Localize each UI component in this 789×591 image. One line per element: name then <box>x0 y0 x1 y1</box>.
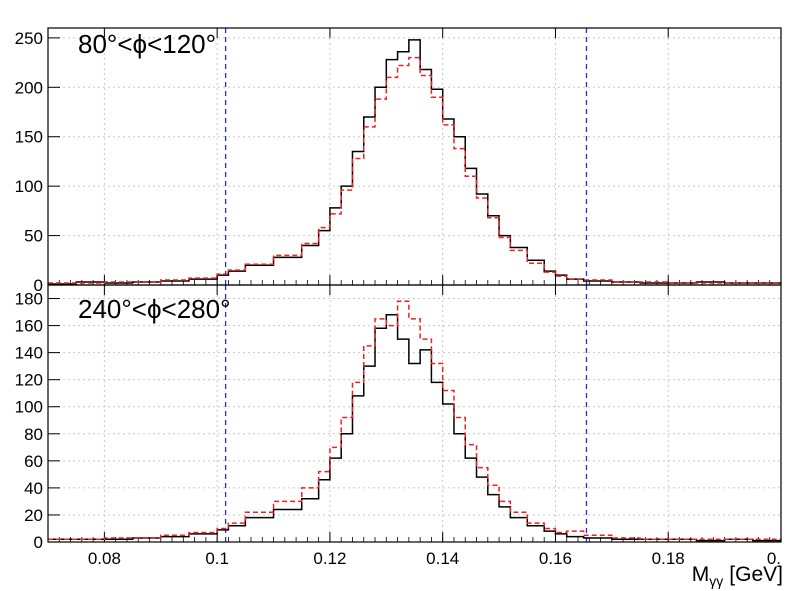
bottom-plot-frame <box>47 284 782 543</box>
y-tick-label: 160 <box>15 317 43 336</box>
top-panel-label: 80°<ϕ<120° <box>78 29 216 59</box>
y-tick-label: 100 <box>15 398 43 417</box>
x-axis-title-sub: γγ <box>709 573 723 589</box>
y-tick-label: 150 <box>15 128 43 147</box>
x-tick-label: 0.18 <box>652 549 685 568</box>
y-tick-label: 20 <box>24 506 43 525</box>
x-axis-title: Mγγ [GeV] <box>692 563 783 589</box>
histogram-black <box>48 314 781 542</box>
y-tick-label: 80 <box>24 425 43 444</box>
top-y-axis: 0 50 100 150 200 250 <box>15 29 60 295</box>
x-tick-label: 0.16 <box>539 549 572 568</box>
bottom-cut-lines <box>224 285 588 542</box>
x-axis-title-main: M <box>692 563 710 586</box>
y-tick-label: 140 <box>15 344 43 363</box>
y-tick-label: 60 <box>24 452 43 471</box>
x-axis-title-unit: [GeV] <box>729 563 783 586</box>
bottom-panel: 0 20 40 60 80 100 120 140 160 180 0.08 0.1 0.12 0.14… <box>15 284 782 568</box>
bottom-y-axis: 0 20 40 60 80 100 120 140 160 180 <box>15 290 60 552</box>
bottom-series <box>48 300 781 542</box>
y-tick-label: 120 <box>15 371 43 390</box>
y-tick-label: 0 <box>34 533 43 552</box>
x-tick-label: 0.12 <box>313 549 346 568</box>
x-tick-label: 0.1 <box>205 549 229 568</box>
y-tick-label: 50 <box>24 227 43 246</box>
histogram-red-dashed <box>48 300 781 541</box>
bottom-x-axis: 0.08 0.1 0.12 0.14 0.16 0.18 0. <box>88 549 781 568</box>
y-tick-label: 0 <box>34 276 43 295</box>
x-tick-label: 0. <box>767 549 781 568</box>
x-tick-label: 0.08 <box>88 549 121 568</box>
y-tick-label: 180 <box>15 290 43 309</box>
histogram-red-dashed <box>48 56 781 284</box>
y-tick-label: 250 <box>15 29 43 48</box>
bottom-panel-label: 240°<ϕ<280° <box>78 294 230 324</box>
y-tick-label: 40 <box>24 479 43 498</box>
top-cut-lines <box>224 28 588 285</box>
x-tick-label: 0.14 <box>426 549 459 568</box>
y-tick-label: 100 <box>15 177 43 196</box>
y-tick-label: 200 <box>15 78 43 97</box>
top-series <box>48 39 781 285</box>
